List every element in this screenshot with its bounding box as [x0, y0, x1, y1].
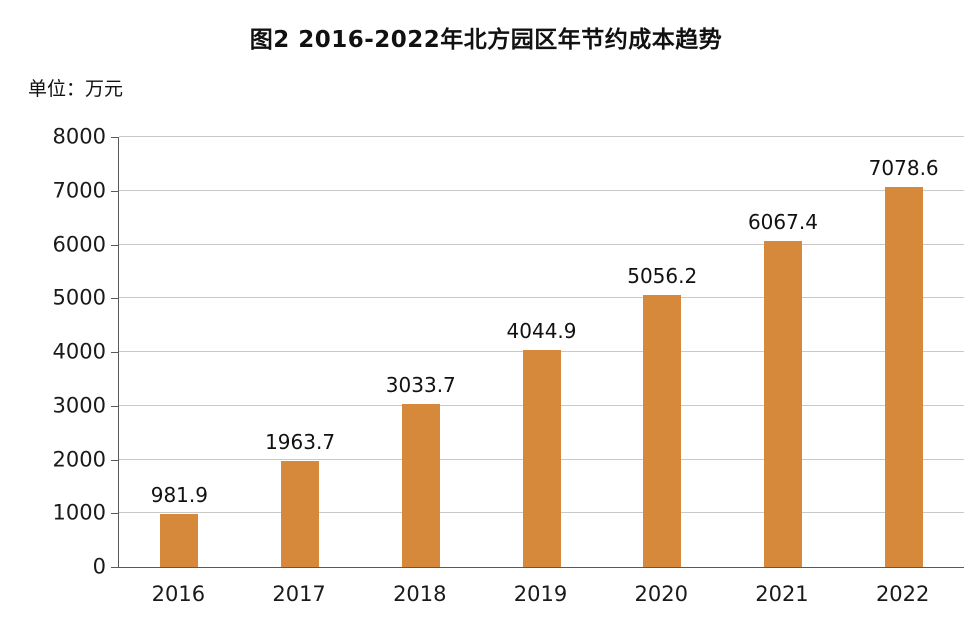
- gridline: [119, 297, 964, 299]
- bar: [160, 514, 199, 567]
- y-axis-tick-mark: [111, 459, 118, 461]
- x-axis-tick-label: 2019: [513, 582, 568, 606]
- y-axis-tick-mark: [111, 405, 118, 407]
- x-axis-tick-label: 2020: [634, 582, 688, 606]
- x-axis-tick-label: 2018: [393, 582, 447, 606]
- y-axis-tick-label: 4000: [52, 339, 106, 364]
- bar-value-label: 1963.7: [265, 430, 336, 455]
- y-axis-tick-mark: [111, 190, 118, 192]
- y-axis-tick-label: 7000: [52, 178, 106, 203]
- bar: [643, 295, 682, 567]
- bar-value-label: 4044.9: [506, 318, 577, 343]
- bar-slot: 1963.7: [240, 137, 361, 567]
- x-axis-tick-label: 2016: [151, 582, 206, 606]
- bar: [401, 403, 440, 567]
- plot-area: 981.9 1963.7 3033.7 4044.9 5056.2 6067.4 7078.…: [118, 136, 964, 568]
- y-axis-tick-mark: [111, 513, 118, 515]
- bar: [884, 186, 923, 567]
- y-axis-tick-mark: [111, 298, 118, 300]
- x-axis-labels: 2016 2017 2018 2019 2020 2021 2022: [118, 582, 963, 606]
- bar-slot: 6067.4: [723, 137, 844, 567]
- y-axis-tick-label: 2000: [52, 447, 106, 471]
- y-axis-tick-mark: [111, 137, 118, 138]
- unit-label: 单位：万元: [28, 78, 124, 100]
- y-axis-tick-label: 3000: [52, 393, 106, 418]
- gridline: [119, 243, 964, 245]
- bar: [522, 349, 561, 567]
- x-axis-tick-label: 2022: [875, 582, 930, 606]
- y-axis-tick-label: 5000: [52, 285, 106, 310]
- bar-slot: 3033.7: [360, 137, 481, 567]
- gridline: [119, 136, 964, 137]
- y-axis-tick-mark: [111, 567, 118, 568]
- bar: [763, 240, 802, 567]
- bar-value-label: 6067.4: [747, 209, 818, 234]
- bar-value-label: 3033.7: [385, 372, 456, 397]
- chart-title: 图2 2016-2022年北方园区年节约成本趋势: [249, 27, 723, 53]
- bar-slot: 7078.6: [843, 137, 964, 567]
- y-axis-tick-mark: [111, 244, 118, 246]
- y-axis-tick-label: 1000: [52, 500, 106, 525]
- x-axis-tick-label: 2017: [272, 582, 326, 606]
- bar-value-label: 5056.2: [627, 264, 698, 289]
- bar-series: 981.9 1963.7 3033.7 4044.9 5056.2 6067.4 7078.…: [119, 137, 964, 567]
- y-axis-tick-mark: [111, 352, 118, 353]
- bar-slot: 4044.9: [481, 137, 602, 567]
- bar-value-label: 981.9: [150, 483, 208, 508]
- bar-slot: 5056.2: [602, 137, 723, 567]
- bar: [281, 461, 320, 567]
- bar-slot: 981.9: [119, 137, 240, 567]
- y-axis-tick-label: 0: [92, 554, 106, 579]
- x-axis-tick-label: 2021: [755, 582, 809, 606]
- bar-value-label: 7078.6: [868, 155, 939, 180]
- y-axis-tick-label: 6000: [52, 232, 106, 256]
- y-axis: 0 1000 2000 3000 4000 5000 6000 7000 8000: [0, 126, 106, 577]
- y-axis-tick-label: 8000: [52, 124, 106, 149]
- gridline: [119, 189, 964, 191]
